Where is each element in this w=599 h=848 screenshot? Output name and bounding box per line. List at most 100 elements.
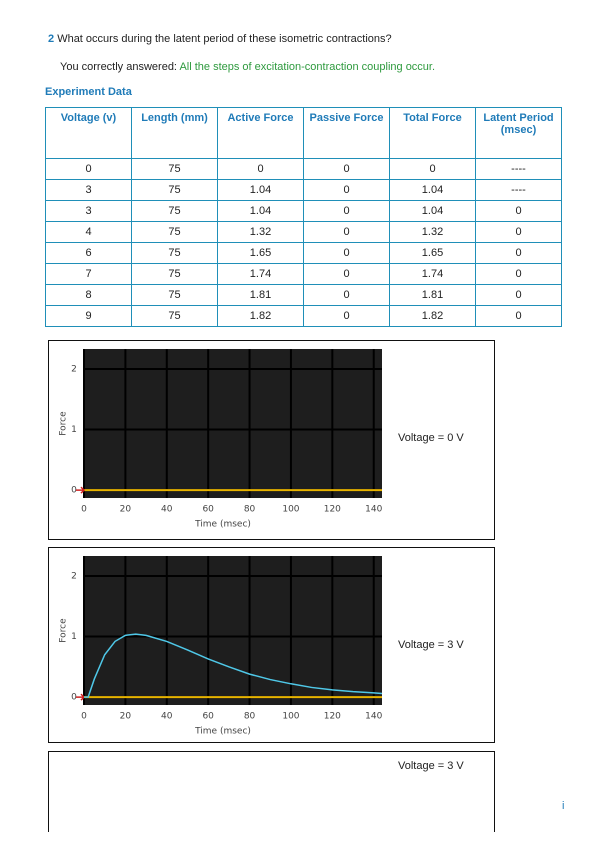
table-cell: 8 — [45, 284, 132, 306]
y-tick-label: 0 — [71, 486, 77, 496]
table-cell: 1.82 — [389, 305, 476, 327]
table-cell: 0 — [389, 158, 476, 180]
x-axis-title: Time (msec) — [194, 727, 251, 737]
table-cell: 75 — [131, 263, 218, 285]
table-cell: 6 — [45, 242, 132, 264]
table-row: 0 75 0 0 0 ---- — [45, 158, 562, 180]
table-cell: ---- — [475, 179, 562, 201]
answer-label: You correctly answered: — [60, 61, 177, 73]
zero-marker — [76, 693, 86, 701]
table-cell: 75 — [131, 179, 218, 201]
x-tick-label: 120 — [324, 712, 341, 722]
table-cell: 1.04 — [389, 179, 476, 201]
column-header: Length (mm) — [131, 107, 218, 159]
x-tick-label: 20 — [120, 712, 132, 722]
table-cell: 1.04 — [217, 179, 304, 201]
force-curve — [84, 633, 383, 698]
table-cell: 3 — [45, 200, 132, 222]
table-cell: 75 — [131, 158, 218, 180]
graph-panel: Voltage = 3 V — [48, 751, 495, 832]
x-tick-label: 100 — [282, 505, 299, 515]
table-cell: 0 — [303, 158, 390, 180]
table-cell: 0 — [45, 158, 132, 180]
info-icon[interactable]: i — [562, 800, 565, 812]
answer-text: All the steps of excitation-contraction … — [179, 61, 436, 73]
table-row: 6 75 1.65 0 1.65 0 — [45, 242, 562, 264]
graph-panel: Voltage = 3 V 0 20 40 60 80 100 120 140 0 1 2 Time (… — [48, 547, 495, 743]
table-cell: 1.74 — [217, 263, 304, 285]
voltage-label: Voltage = 0 V — [398, 432, 464, 444]
table-cell: 1.65 — [217, 242, 304, 264]
table-cell: 0 — [475, 200, 562, 222]
table-cell: 0 — [303, 242, 390, 264]
column-header: Voltage (v) — [45, 107, 132, 159]
table-cell: 0 — [303, 263, 390, 285]
table-cell: 0 — [475, 221, 562, 243]
x-tick-label: 60 — [202, 712, 214, 722]
table-cell: ---- — [475, 158, 562, 180]
column-header: Passive Force — [303, 107, 390, 159]
y-tick-label: 2 — [71, 364, 77, 374]
table-row: 4 75 1.32 0 1.32 0 — [45, 221, 562, 243]
y-axis-title: Force — [59, 618, 69, 643]
x-tick-label: 140 — [365, 712, 382, 722]
table-cell: 4 — [45, 221, 132, 243]
y-axis-title: Force — [59, 411, 69, 436]
voltage-label: Voltage = 3 V — [398, 639, 464, 651]
section-title: Experiment Data — [45, 86, 132, 98]
graph-panel: Voltage = 0 V 0 20 40 60 80 100 120 140 0 1 2 Time (… — [48, 340, 495, 540]
chart: 0 20 40 60 80 100 120 140 0 1 2 Time (msec) Force — [59, 556, 383, 737]
table-cell: 0 — [475, 284, 562, 306]
table-cell: 0 — [475, 263, 562, 285]
table-row: 3 75 1.04 0 1.04 0 — [45, 200, 562, 222]
x-tick-label: 140 — [365, 505, 382, 515]
table-cell: 75 — [131, 242, 218, 264]
table-row: 9 75 1.82 0 1.82 0 — [45, 305, 562, 327]
voltage-label: Voltage = 3 V — [398, 760, 464, 772]
x-tick-label: 60 — [202, 505, 214, 515]
data-table: Voltage (v) Length (mm) Active Force Passiv… — [45, 107, 562, 327]
table-cell: 75 — [131, 284, 218, 306]
x-tick-label: 20 — [120, 505, 132, 515]
x-tick-label: 0 — [81, 712, 87, 722]
question-number: 2 — [48, 33, 55, 45]
table-cell: 1.04 — [389, 200, 476, 222]
table-cell: 0 — [475, 242, 562, 264]
question-text: What occurs during the latent period of … — [57, 33, 392, 45]
table-cell: 75 — [131, 200, 218, 222]
table-cell: 1.82 — [217, 305, 304, 327]
table-cell: 9 — [45, 305, 132, 327]
chart: 0 20 40 60 80 100 120 140 0 1 2 Time (msec) Force — [59, 349, 383, 530]
y-tick-label: 1 — [71, 425, 77, 435]
plot-area — [84, 349, 382, 498]
table-cell: 0 — [303, 305, 390, 327]
table-cell: 1.74 — [389, 263, 476, 285]
y-tick-label: 1 — [71, 632, 77, 642]
table-cell: 1.81 — [389, 284, 476, 306]
table-cell: 1.65 — [389, 242, 476, 264]
y-tick-label: 0 — [71, 693, 77, 703]
table-cell: 75 — [131, 221, 218, 243]
x-tick-label: 120 — [324, 505, 341, 515]
plot-area — [84, 556, 382, 705]
table-cell: 1.04 — [217, 200, 304, 222]
table-cell: 1.81 — [217, 284, 304, 306]
column-header: Latent Period (msec) — [475, 107, 562, 159]
x-tick-label: 100 — [282, 712, 299, 722]
table-cell: 0 — [303, 200, 390, 222]
table-cell: 3 — [45, 179, 132, 201]
x-tick-label: 80 — [244, 505, 256, 515]
y-tick-label: 2 — [71, 571, 77, 581]
table-cell: 75 — [131, 305, 218, 327]
zero-marker — [76, 486, 86, 494]
table-cell: 0 — [303, 284, 390, 306]
table-cell: 0 — [303, 179, 390, 201]
column-header: Active Force — [217, 107, 304, 159]
table-row: 3 75 1.04 0 1.04 ---- — [45, 179, 562, 201]
table-cell: 0 — [217, 158, 304, 180]
column-header: Total Force — [389, 107, 476, 159]
x-tick-label: 80 — [244, 712, 256, 722]
answer: You correctly answered: All the steps of… — [60, 61, 435, 73]
table-cell: 1.32 — [217, 221, 304, 243]
